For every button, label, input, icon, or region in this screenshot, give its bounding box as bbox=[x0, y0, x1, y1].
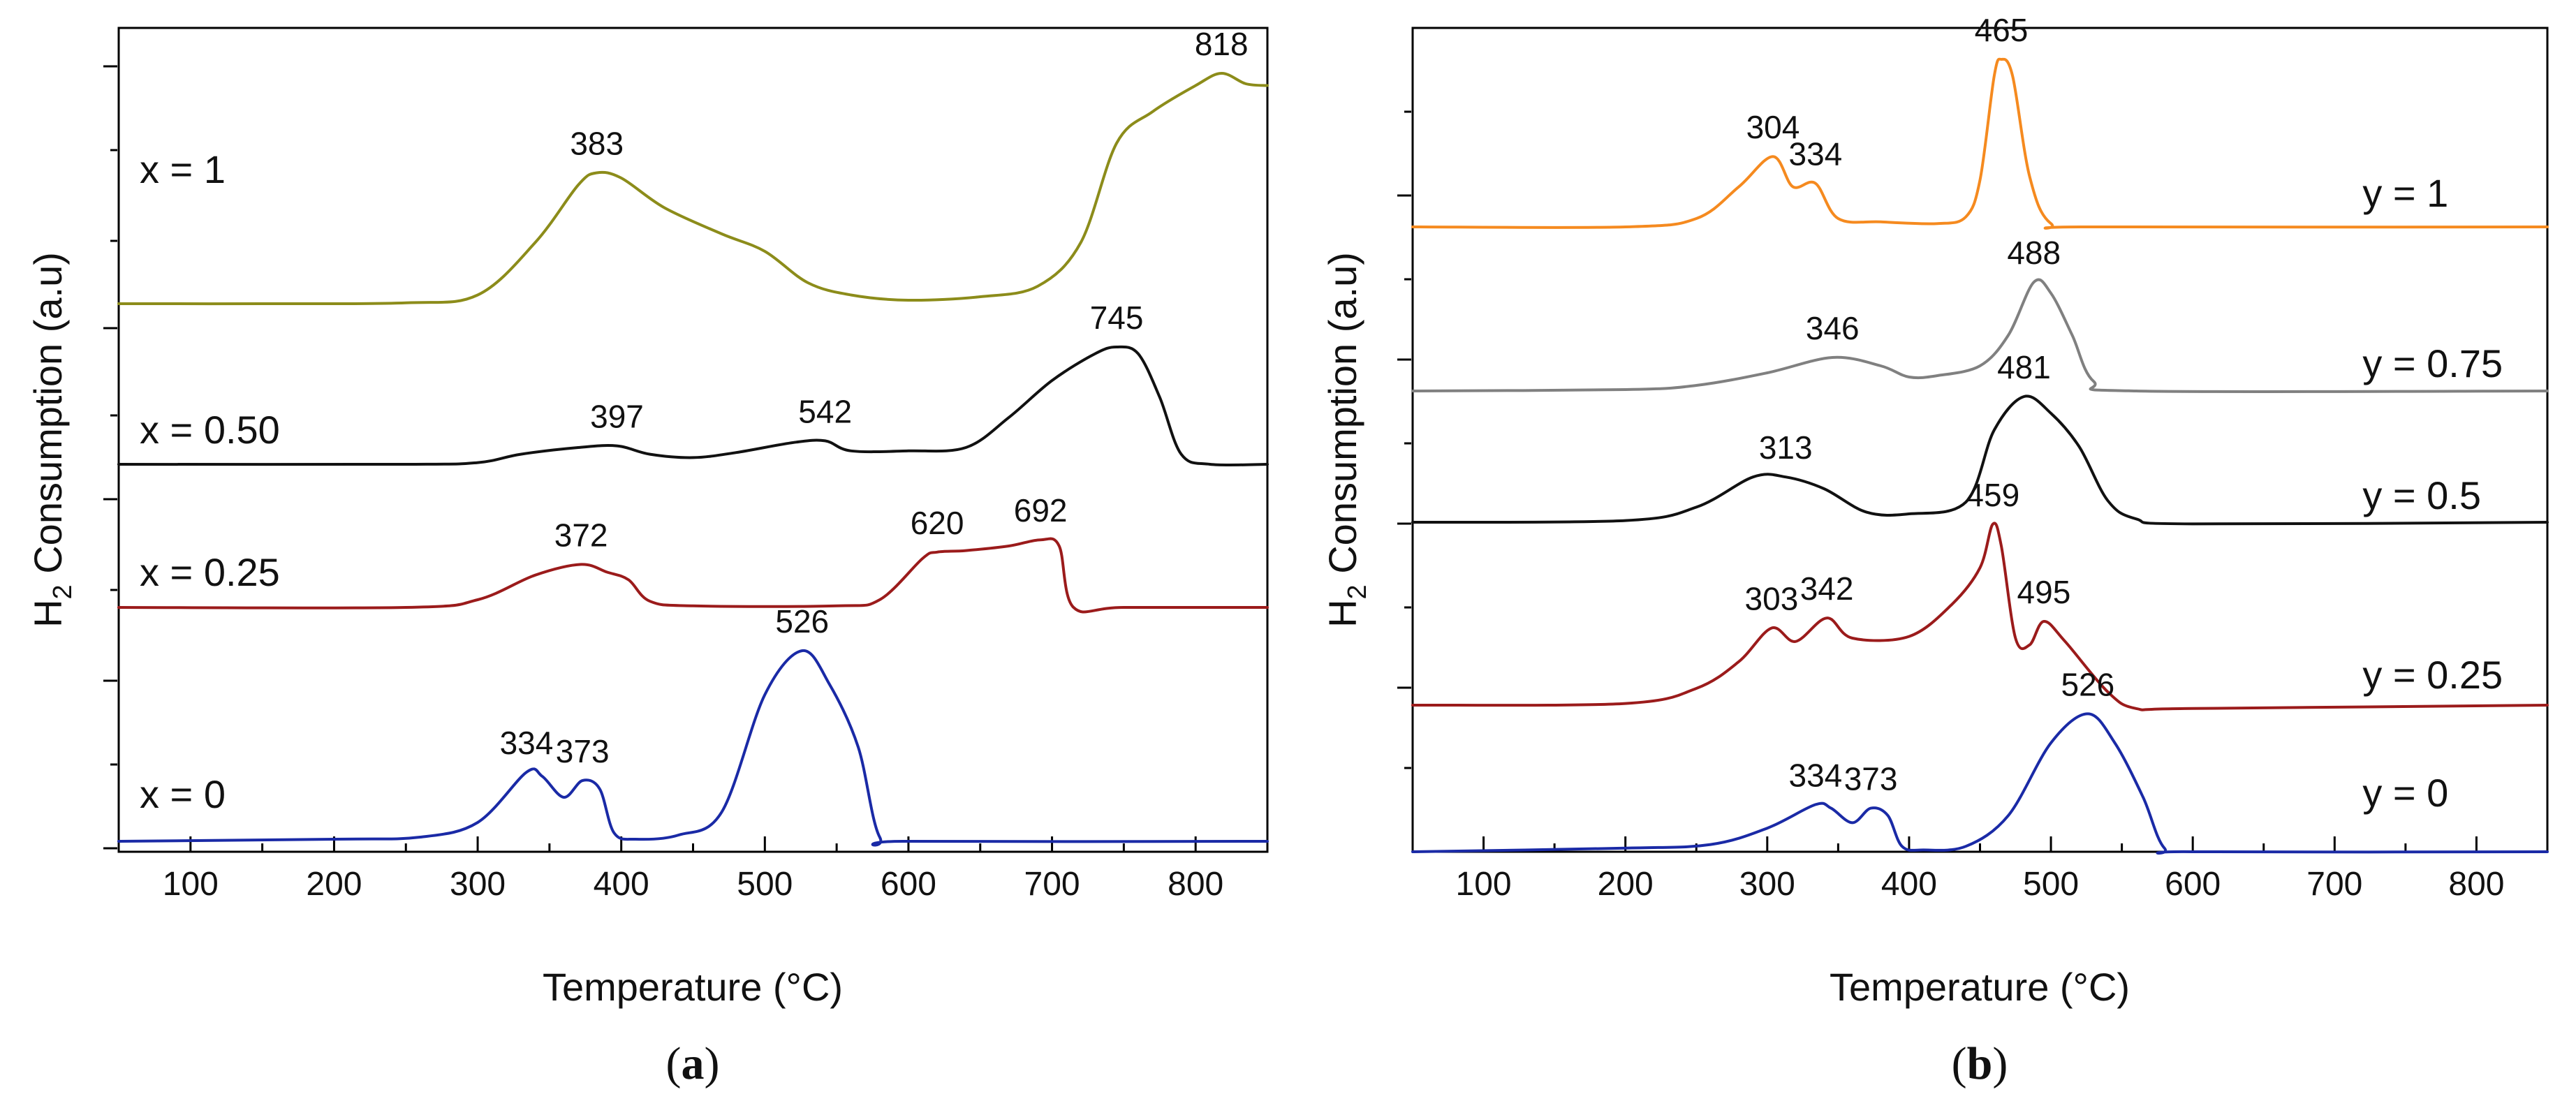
peak-label: 346 bbox=[1806, 310, 1860, 346]
series-x-1: x = 1 383 818 bbox=[117, 26, 1269, 306]
panel-a-y-axis-title: H2 Consumption (a.u) bbox=[26, 252, 78, 628]
x-tick-label: 700 bbox=[1024, 866, 1080, 903]
panel-b-chart: 100 200 300 400 500 600 700 800 y = 1304334465y… bbox=[1320, 12, 2549, 1089]
panel-a-caption-letter: a bbox=[682, 1038, 705, 1089]
panel-b-y-axis-title: H2 Consumption (a.u) bbox=[1320, 252, 1372, 628]
peak-label: 465 bbox=[1975, 12, 2029, 48]
series-y-0: y = 0 334 373 526 bbox=[1411, 666, 2549, 855]
series-line bbox=[1411, 57, 2549, 230]
peak-label: 342 bbox=[1800, 570, 1854, 607]
series-label: x = 0 bbox=[140, 772, 226, 816]
peak-label: 620 bbox=[911, 505, 964, 541]
panel-a-plot-frame bbox=[117, 27, 1269, 853]
panel-b-y-axis-title-main: H bbox=[1320, 599, 1364, 627]
panel-b-caption-letter: b bbox=[1967, 1038, 1993, 1089]
x-tick-label: 500 bbox=[2023, 866, 2079, 903]
series-label: y = 0 bbox=[2362, 771, 2448, 815]
peak-label: 303 bbox=[1745, 581, 1799, 617]
series-line bbox=[117, 537, 1269, 614]
series-x-0: x = 0 334 373 526 bbox=[117, 603, 1269, 847]
x-tick-label: 200 bbox=[306, 866, 362, 903]
peak-label: 459 bbox=[1966, 477, 2019, 513]
peak-label: 372 bbox=[554, 517, 608, 553]
peak-label: 488 bbox=[2007, 235, 2061, 271]
panel-a-x-axis: 100 200 300 400 500 600 700 800 bbox=[117, 836, 1269, 903]
peak-label: 397 bbox=[590, 399, 644, 435]
x-tick-label: 800 bbox=[2448, 866, 2504, 903]
panel-a-y-axis-title-main: H bbox=[26, 599, 70, 627]
series-label: y = 0.75 bbox=[2362, 341, 2503, 385]
x-tick-label: 400 bbox=[1881, 866, 1937, 903]
series-line bbox=[117, 649, 1269, 847]
panel-b-x-axis: 100 200 300 400 500 600 700 800 bbox=[1411, 836, 2549, 903]
peak-label: 481 bbox=[1997, 349, 2051, 385]
peak-label: 383 bbox=[570, 126, 624, 162]
peak-label: 526 bbox=[2061, 666, 2115, 702]
series-y-0-5: y = 0.5 313 481 bbox=[1411, 349, 2549, 526]
series-line bbox=[1411, 522, 2549, 711]
series-x-0-25: x = 0.25 372 620 692 bbox=[117, 492, 1269, 614]
series-label: y = 1 bbox=[2362, 171, 2448, 215]
series-label: y = 0.25 bbox=[2362, 653, 2503, 697]
panel-b-caption: (b) bbox=[1952, 1038, 2008, 1089]
series-line bbox=[1411, 712, 2549, 855]
panel-a-y-axis-title-rest: Consumption (a.u) bbox=[26, 252, 70, 584]
series-label: x = 0.25 bbox=[140, 550, 280, 594]
x-tick-label: 700 bbox=[2306, 866, 2362, 903]
x-tick-label: 200 bbox=[1598, 866, 1654, 903]
x-tick-label: 600 bbox=[2165, 866, 2221, 903]
x-tick-label: 300 bbox=[450, 866, 506, 903]
panel-a-y-axis bbox=[103, 65, 117, 850]
series-y-0-75: y = 0.75 346 488 bbox=[1411, 235, 2549, 394]
peak-label: 373 bbox=[556, 733, 610, 769]
peak-label: 818 bbox=[1195, 26, 1249, 62]
peak-label: 334 bbox=[1789, 136, 1843, 172]
peak-label: 304 bbox=[1746, 109, 1800, 145]
peak-label: 745 bbox=[1090, 300, 1144, 336]
peak-label: 526 bbox=[775, 603, 829, 640]
series-label: x = 1 bbox=[140, 147, 226, 191]
x-tick-label: 300 bbox=[1739, 866, 1795, 903]
x-tick-label: 800 bbox=[1168, 866, 1223, 903]
series-line bbox=[1411, 394, 2549, 526]
panel-b-x-axis-title: Temperature (°C) bbox=[1830, 965, 2130, 1009]
panel-b-y-axis-title-sub: 2 bbox=[1343, 584, 1372, 599]
series-x-0-50: x = 0.50 397 542 745 bbox=[117, 300, 1269, 467]
panel-a-series-group: x = 1 383 818 x = 0.50 397 542 745 x = 0.25 372 6… bbox=[117, 26, 1269, 847]
peak-label: 334 bbox=[1789, 757, 1843, 793]
series-line bbox=[117, 345, 1269, 467]
panel-a-caption: (a) bbox=[666, 1038, 720, 1089]
x-tick-label: 100 bbox=[1456, 866, 1512, 903]
series-line bbox=[1411, 278, 2549, 394]
series-label: x = 0.50 bbox=[140, 408, 280, 452]
panel-b-plot-frame bbox=[1411, 27, 2549, 853]
panel-a-y-axis-title-sub: 2 bbox=[48, 584, 78, 599]
series-y-0-25: y = 0.25 303 342 459 495 bbox=[1411, 477, 2549, 711]
peak-label: 373 bbox=[1844, 761, 1898, 797]
peak-label: 334 bbox=[500, 725, 554, 761]
panel-b-y-axis-title-rest: Consumption (a.u) bbox=[1320, 252, 1364, 584]
panel-a-x-axis-title: Temperature (°C) bbox=[543, 965, 843, 1009]
peak-label: 313 bbox=[1759, 429, 1813, 466]
peak-label: 542 bbox=[798, 393, 852, 429]
x-tick-label: 600 bbox=[881, 866, 936, 903]
peak-label: 692 bbox=[1014, 492, 1068, 529]
panel-b-y-axis bbox=[1397, 110, 1411, 769]
peak-label: 495 bbox=[2017, 574, 2071, 610]
x-tick-label: 100 bbox=[163, 866, 219, 903]
x-tick-label: 400 bbox=[594, 866, 649, 903]
series-label: y = 0.5 bbox=[2362, 473, 2481, 517]
x-tick-label: 500 bbox=[737, 866, 793, 903]
series-line bbox=[117, 71, 1269, 306]
